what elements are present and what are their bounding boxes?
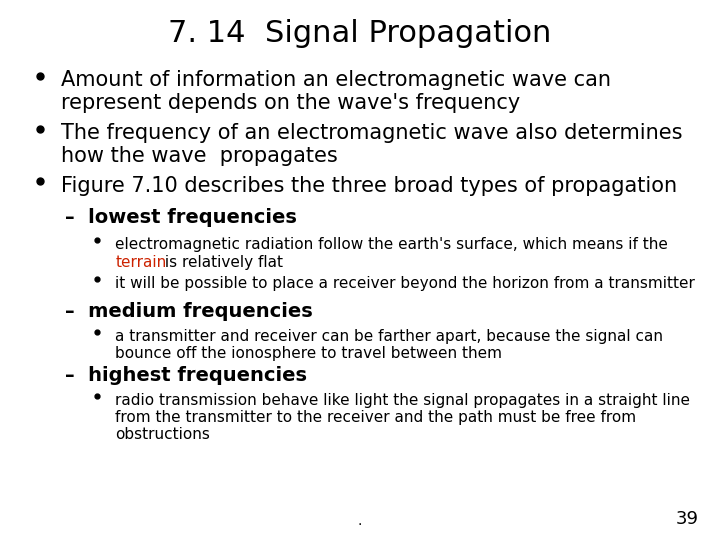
Text: radio transmission behave like light the signal propagates in a straight line
fr: radio transmission behave like light the… [115,393,690,442]
Text: 7. 14  Signal Propagation: 7. 14 Signal Propagation [168,19,552,48]
Text: Figure 7.10 describes the three broad types of propagation: Figure 7.10 describes the three broad ty… [61,176,678,196]
Text: is relatively flat: is relatively flat [160,255,283,271]
Text: terrain: terrain [115,255,166,271]
Text: electromagnetic radiation follow the earth's surface, which means if the: electromagnetic radiation follow the ear… [115,237,668,252]
Text: a transmitter and receiver can be farther apart, because the signal can
bounce o: a transmitter and receiver can be farthe… [115,329,663,361]
Text: it will be possible to place a receiver beyond the horizon from a transmitter: it will be possible to place a receiver … [115,276,695,291]
Text: 39: 39 [675,510,698,528]
Text: –  medium frequencies: – medium frequencies [65,302,312,321]
Text: .: . [358,514,362,528]
Text: –  highest frequencies: – highest frequencies [65,366,307,384]
Text: Amount of information an electromagnetic wave can
represent depends on the wave': Amount of information an electromagnetic… [61,70,611,113]
Text: –  lowest frequencies: – lowest frequencies [65,208,297,227]
Text: The frequency of an electromagnetic wave also determines
how the wave  propagate: The frequency of an electromagnetic wave… [61,123,683,166]
